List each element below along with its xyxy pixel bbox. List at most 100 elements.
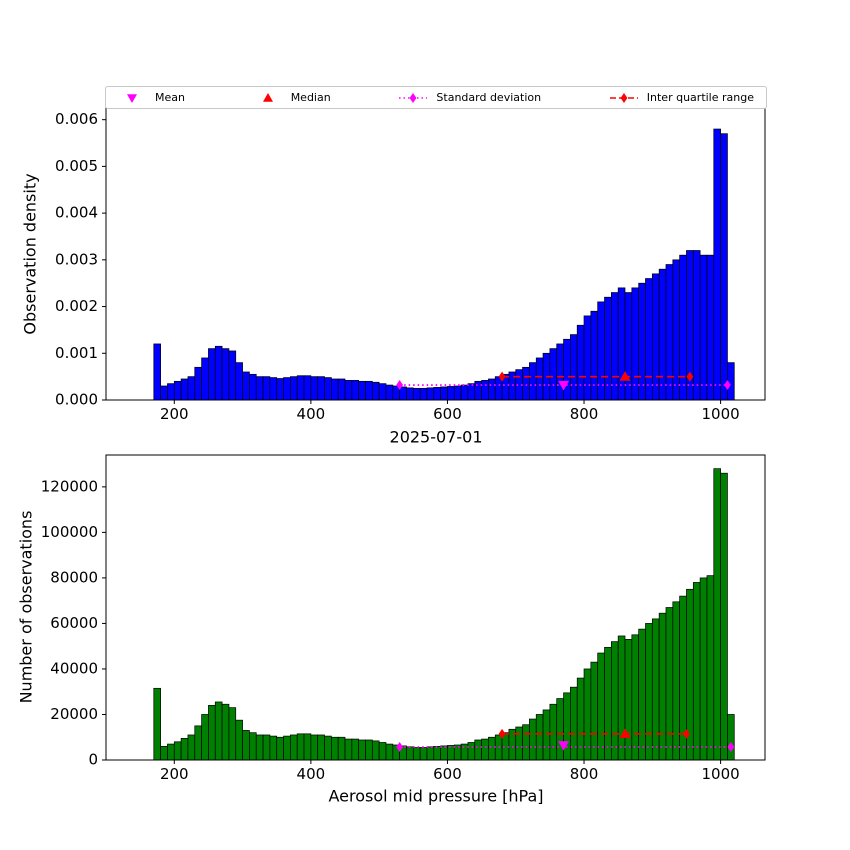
- histogram-bar: [610, 292, 619, 401]
- y-tick-label: 0.000: [55, 391, 98, 409]
- legend-triangle-up-icon: [262, 92, 273, 102]
- histogram-bar: [358, 380, 366, 401]
- legend-triangle-down-icon: [127, 93, 137, 103]
- axes-spines: [105, 454, 766, 761]
- figure-title: 2025-07-01: [389, 427, 483, 447]
- histogram-bar: [385, 384, 394, 401]
- y-tick-label: 40000: [50, 659, 98, 677]
- histogram-bar: [481, 380, 489, 401]
- histogram-bar: [658, 612, 667, 761]
- histogram-bar: [419, 747, 428, 761]
- legend-item-label: Inter quartile range: [646, 91, 754, 104]
- histogram-bar: [180, 738, 189, 761]
- legend-item-label: Mean: [155, 91, 185, 104]
- histogram-bar: [310, 376, 319, 401]
- histogram-bar: [351, 738, 360, 761]
- histogram-bar: [727, 362, 735, 401]
- histogram-bar: [235, 362, 243, 401]
- histogram-bar: [262, 734, 271, 761]
- legend: Mean Median Standard deviation Inter quarti…: [105, 86, 767, 109]
- histogram-bar: [378, 742, 387, 761]
- histogram-bar: [160, 745, 168, 761]
- iqr-marker: [683, 728, 690, 739]
- histogram-bar: [296, 733, 305, 761]
- histogram-bar: [303, 733, 312, 761]
- histogram-bar: [385, 743, 394, 761]
- histogram-bar: [283, 377, 291, 401]
- histogram-bar: [563, 338, 571, 401]
- iqr-marker: [498, 371, 506, 382]
- legend-item-label: Median: [290, 91, 331, 104]
- y-tick-label: 0.004: [55, 204, 98, 222]
- histogram-bar: [187, 734, 196, 761]
- histogram-bar: [296, 375, 305, 401]
- histogram-bar: [706, 254, 715, 401]
- x-tick-label: 1000: [702, 765, 740, 783]
- std-deviation-marker: [396, 742, 404, 753]
- histogram-bar: [228, 707, 237, 761]
- histogram-bar: [583, 315, 592, 401]
- histogram-bar: [180, 378, 189, 401]
- histogram-bar: [201, 714, 209, 761]
- histogram-bar: [590, 310, 599, 401]
- histogram-bar: [515, 726, 523, 761]
- histogram-bar: [453, 385, 462, 401]
- y-tick-label: 20000: [50, 705, 98, 723]
- histogram-bar: [406, 746, 414, 761]
- histogram-bar: [624, 292, 633, 401]
- std-deviation-marker: [727, 742, 735, 753]
- histogram-bar: [317, 734, 325, 761]
- x-tick-label: 400: [297, 405, 326, 423]
- histogram-bar: [303, 375, 312, 401]
- histogram-bar: [324, 735, 332, 761]
- histogram-bar: [221, 348, 230, 401]
- x-tick-label: 200: [160, 405, 189, 423]
- x-tick-label: 600: [433, 405, 462, 423]
- y-tick-label: 100000: [41, 523, 98, 541]
- histogram-bar: [713, 128, 721, 401]
- histogram-bar: [317, 376, 325, 401]
- legend-item: Standard deviation: [397, 91, 541, 105]
- histogram-bar: [638, 628, 646, 761]
- histogram-bar: [378, 383, 387, 401]
- mean-marker: [558, 741, 570, 751]
- histogram-bar: [208, 348, 216, 401]
- histogram-bar: [692, 250, 701, 401]
- histogram-bar: [412, 747, 421, 761]
- histogram-bar: [665, 607, 674, 761]
- histogram-bar: [371, 381, 380, 401]
- histogram-bar: [331, 378, 339, 401]
- histogram-bar: [214, 701, 223, 761]
- histogram-bar: [412, 387, 421, 401]
- histogram-bar: [522, 366, 530, 401]
- histogram-bar: [406, 387, 414, 401]
- std-deviation-marker: [724, 380, 731, 391]
- histogram-bar: [187, 376, 196, 401]
- histogram-bar: [672, 601, 680, 761]
- histogram-bar: [460, 743, 469, 761]
- histogram-bar: [255, 376, 264, 401]
- legend-diamond-icon: [399, 92, 428, 103]
- mean-marker: [558, 380, 570, 391]
- histogram-bar: [590, 661, 599, 761]
- histogram-bar: [679, 254, 687, 401]
- histogram-bar: [610, 641, 619, 761]
- histogram-bar: [706, 575, 715, 761]
- histogram-bar: [576, 324, 585, 401]
- histogram-bar: [262, 376, 271, 401]
- histogram-bar: [699, 577, 708, 761]
- histogram-bar: [529, 362, 537, 401]
- histogram-bar: [221, 703, 230, 761]
- histogram-bar: [337, 736, 346, 761]
- histogram-bar: [194, 725, 202, 761]
- y-tick-label: 0.006: [55, 110, 98, 128]
- histogram-bar: [665, 264, 674, 401]
- legend-item: Inter quartile range: [608, 91, 754, 105]
- x-axis-label: Aerosol mid pressure [hPa]: [328, 786, 544, 806]
- y-tick-label: 0.002: [55, 297, 98, 315]
- median-marker: [619, 371, 631, 381]
- y-tick-label: 60000: [50, 614, 98, 632]
- histogram-bar: [399, 386, 407, 401]
- y-axis-ticks: 0.000 0.001 0.002 0.003 0.004 0.005 0.006: [55, 110, 106, 409]
